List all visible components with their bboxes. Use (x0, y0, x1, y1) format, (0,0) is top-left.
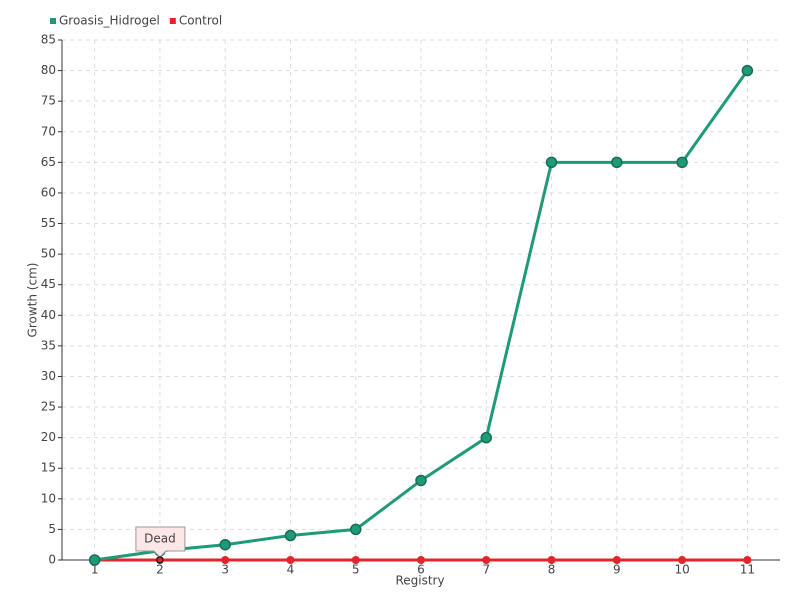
y-tick-label: 10 (41, 491, 56, 505)
x-tick-label: 10 (674, 563, 689, 577)
y-tick-label: 25 (41, 400, 56, 414)
y-tick-label: 35 (41, 338, 56, 352)
data-point (219, 538, 231, 551)
x-tick-label: 2 (156, 563, 164, 577)
x-tick-label: 6 (417, 563, 425, 577)
x-tick-label: 9 (613, 563, 621, 577)
y-tick-label: 75 (41, 94, 56, 108)
y-tick-label: 55 (41, 216, 56, 230)
data-point (743, 556, 752, 564)
legend-label: Control (179, 14, 222, 28)
data-point (545, 156, 558, 169)
data-point (349, 523, 362, 536)
y-tick-label: 15 (41, 461, 56, 475)
data-point (741, 64, 754, 77)
y-tick-label: 50 (41, 247, 56, 261)
annotation-marker (156, 556, 164, 564)
y-tick-label: 70 (41, 124, 56, 138)
y-tick-label: 45 (41, 277, 56, 291)
data-point (482, 556, 491, 564)
x-axis-label: Registry (395, 574, 444, 588)
x-tick-label: 4 (287, 563, 295, 577)
y-tick-label: 65 (41, 155, 56, 169)
legend-swatch (50, 18, 56, 24)
x-tick-label: 7 (482, 563, 490, 577)
x-tick-label: 5 (352, 563, 360, 577)
y-tick-label: 20 (41, 430, 56, 444)
y-axis-label: Growth (cm) (26, 263, 40, 338)
data-point (351, 556, 360, 564)
y-tick-label: 0 (48, 553, 56, 567)
annotation-text: Dead (144, 532, 176, 546)
y-tick-label: 30 (41, 369, 56, 383)
x-tick-label: 11 (740, 563, 755, 577)
annotation-box (135, 526, 186, 558)
y-tick-label: 80 (41, 63, 56, 77)
data-point (88, 554, 101, 566)
data-point (678, 556, 687, 564)
legend-label: Groasis_Hidrogel (59, 14, 160, 28)
y-tick-label: 85 (41, 33, 56, 47)
data-point (221, 556, 230, 564)
y-tick-label: 60 (41, 185, 56, 199)
data-point (676, 156, 688, 169)
x-tick-label: 1 (91, 563, 99, 577)
data-point (284, 529, 297, 542)
legend-swatch (169, 18, 176, 24)
data-point (547, 556, 556, 564)
data-point (612, 556, 621, 564)
data-point (611, 156, 623, 169)
x-tick-label: 3 (221, 563, 229, 577)
data-point (417, 556, 425, 564)
data-point (286, 556, 295, 564)
data-point (415, 474, 427, 487)
y-tick-label: 5 (48, 522, 56, 536)
x-tick-label: 8 (548, 563, 556, 577)
y-tick-label: 40 (41, 308, 56, 322)
data-point (480, 431, 493, 444)
